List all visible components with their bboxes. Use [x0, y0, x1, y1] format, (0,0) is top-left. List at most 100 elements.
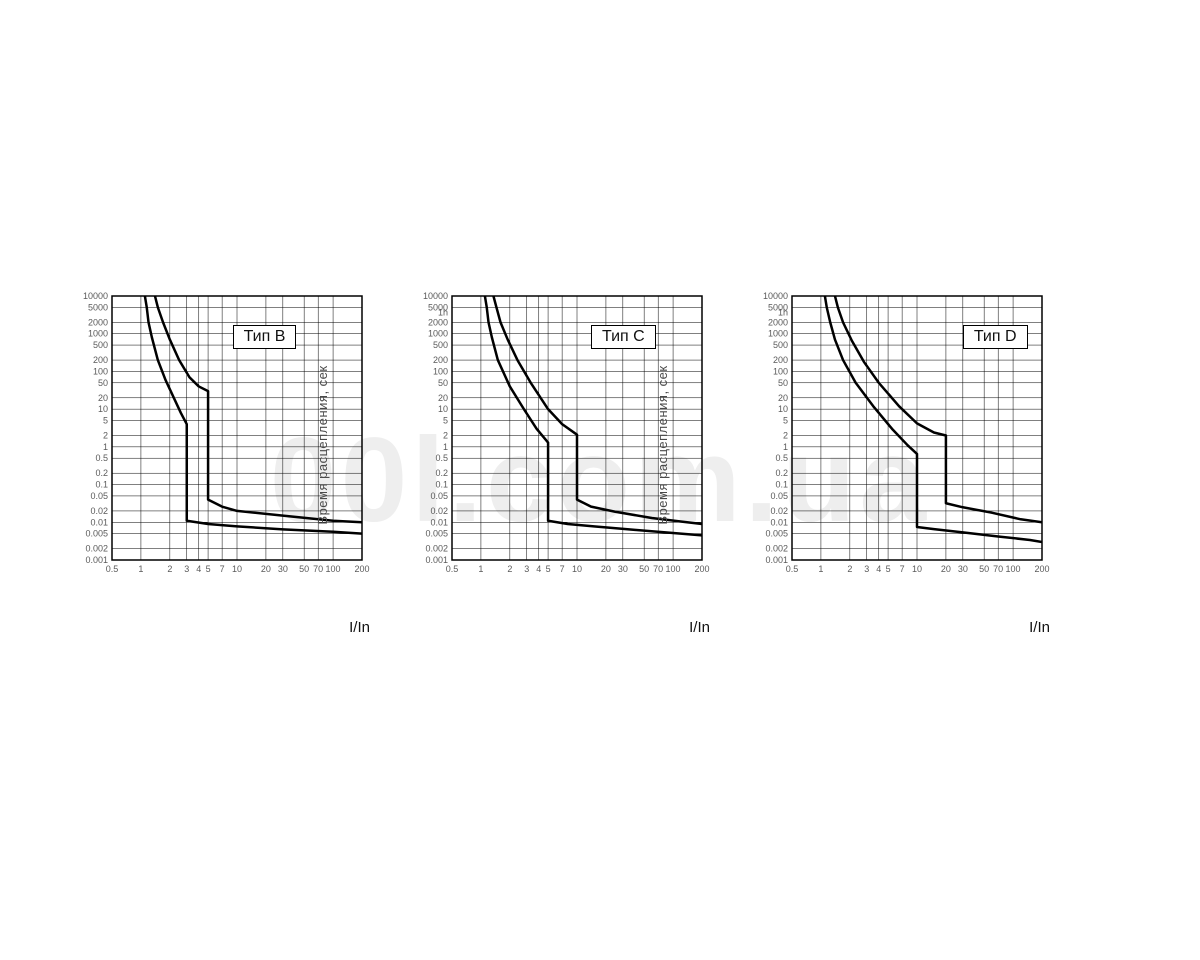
- svg-text:0.005: 0.005: [85, 529, 108, 539]
- svg-text:0.02: 0.02: [90, 506, 108, 516]
- svg-text:0.1: 0.1: [435, 480, 448, 490]
- svg-text:1: 1: [103, 442, 108, 452]
- svg-text:0.5: 0.5: [775, 453, 788, 463]
- svg-text:7: 7: [560, 564, 565, 574]
- svg-text:70: 70: [653, 564, 663, 574]
- x-axis-label: I/In: [1029, 619, 1050, 636]
- svg-text:1: 1: [818, 564, 823, 574]
- svg-text:5: 5: [783, 415, 788, 425]
- svg-text:10000: 10000: [423, 291, 448, 301]
- svg-text:2: 2: [507, 564, 512, 574]
- svg-text:5: 5: [443, 415, 448, 425]
- svg-text:2: 2: [783, 431, 788, 441]
- svg-text:2: 2: [443, 431, 448, 441]
- y-axis-label: Время расцепления, сек: [655, 365, 670, 524]
- svg-text:100: 100: [433, 366, 448, 376]
- svg-text:0.5: 0.5: [106, 564, 119, 574]
- svg-text:4: 4: [196, 564, 201, 574]
- svg-text:100: 100: [326, 564, 341, 574]
- svg-text:50: 50: [438, 378, 448, 388]
- svg-text:0.01: 0.01: [770, 517, 788, 527]
- svg-text:30: 30: [618, 564, 628, 574]
- svg-text:70: 70: [993, 564, 1003, 574]
- svg-text:5: 5: [206, 564, 211, 574]
- svg-text:2000: 2000: [428, 317, 448, 327]
- svg-text:0.001: 0.001: [765, 555, 788, 565]
- svg-text:200: 200: [1034, 564, 1049, 574]
- svg-text:10000: 10000: [763, 291, 788, 301]
- svg-text:20: 20: [261, 564, 271, 574]
- svg-text:1000: 1000: [88, 329, 108, 339]
- svg-text:0.005: 0.005: [425, 529, 448, 539]
- svg-text:200: 200: [433, 355, 448, 365]
- svg-text:10: 10: [778, 404, 788, 414]
- svg-text:0.2: 0.2: [435, 468, 448, 478]
- svg-text:0.5: 0.5: [446, 564, 459, 574]
- svg-text:50: 50: [98, 378, 108, 388]
- svg-text:5: 5: [546, 564, 551, 574]
- svg-text:200: 200: [354, 564, 369, 574]
- svg-text:3: 3: [864, 564, 869, 574]
- svg-text:0.002: 0.002: [85, 544, 108, 554]
- svg-text:0.001: 0.001: [85, 555, 108, 565]
- svg-text:20: 20: [601, 564, 611, 574]
- svg-text:10: 10: [232, 564, 242, 574]
- svg-text:1000: 1000: [428, 329, 448, 339]
- svg-text:0.05: 0.05: [430, 491, 448, 501]
- svg-text:200: 200: [694, 564, 709, 574]
- charts-row: Время расцепления, секI/In0.512345710203…: [70, 290, 1050, 600]
- svg-text:500: 500: [433, 340, 448, 350]
- svg-text:50: 50: [299, 564, 309, 574]
- svg-text:0.005: 0.005: [765, 529, 788, 539]
- svg-text:10: 10: [98, 404, 108, 414]
- svg-text:0.2: 0.2: [95, 468, 108, 478]
- svg-text:5: 5: [886, 564, 891, 574]
- svg-text:20: 20: [941, 564, 951, 574]
- svg-text:0.5: 0.5: [786, 564, 799, 574]
- svg-text:2: 2: [103, 431, 108, 441]
- svg-text:5000: 5000: [88, 302, 108, 312]
- svg-text:4: 4: [876, 564, 881, 574]
- svg-text:10000: 10000: [83, 291, 108, 301]
- svg-text:5: 5: [103, 415, 108, 425]
- svg-text:1h: 1h: [778, 308, 788, 318]
- svg-text:30: 30: [278, 564, 288, 574]
- svg-text:20: 20: [438, 393, 448, 403]
- svg-text:1: 1: [138, 564, 143, 574]
- svg-text:30: 30: [958, 564, 968, 574]
- svg-text:1h: 1h: [438, 308, 448, 318]
- svg-text:7: 7: [220, 564, 225, 574]
- svg-text:0.01: 0.01: [430, 517, 448, 527]
- svg-text:200: 200: [773, 355, 788, 365]
- svg-text:0.05: 0.05: [770, 491, 788, 501]
- svg-text:0.5: 0.5: [95, 453, 108, 463]
- svg-text:50: 50: [979, 564, 989, 574]
- svg-text:100: 100: [666, 564, 681, 574]
- svg-text:2000: 2000: [768, 317, 788, 327]
- svg-text:4: 4: [536, 564, 541, 574]
- svg-text:20: 20: [778, 393, 788, 403]
- svg-text:7: 7: [900, 564, 905, 574]
- svg-text:200: 200: [93, 355, 108, 365]
- svg-text:3: 3: [184, 564, 189, 574]
- svg-text:1000: 1000: [768, 329, 788, 339]
- page: 00l.com.ua Время расцепления, секI/In0.5…: [0, 0, 1200, 960]
- svg-text:10: 10: [912, 564, 922, 574]
- svg-text:50: 50: [778, 378, 788, 388]
- y-axis-label: Время расцепления, сек: [315, 365, 330, 524]
- svg-text:2: 2: [847, 564, 852, 574]
- svg-text:10: 10: [572, 564, 582, 574]
- panel-title: Тип B: [233, 325, 297, 349]
- svg-text:10: 10: [438, 404, 448, 414]
- svg-text:0.002: 0.002: [765, 544, 788, 554]
- svg-text:0.1: 0.1: [775, 480, 788, 490]
- svg-text:0.001: 0.001: [425, 555, 448, 565]
- svg-text:50: 50: [639, 564, 649, 574]
- svg-text:1: 1: [478, 564, 483, 574]
- svg-text:1: 1: [783, 442, 788, 452]
- svg-text:1: 1: [443, 442, 448, 452]
- svg-text:2000: 2000: [88, 317, 108, 327]
- svg-text:0.01: 0.01: [90, 517, 108, 527]
- x-axis-label: I/In: [689, 619, 710, 636]
- chart-panel: Время расцепления, секI/In0.512345710203…: [750, 290, 1050, 600]
